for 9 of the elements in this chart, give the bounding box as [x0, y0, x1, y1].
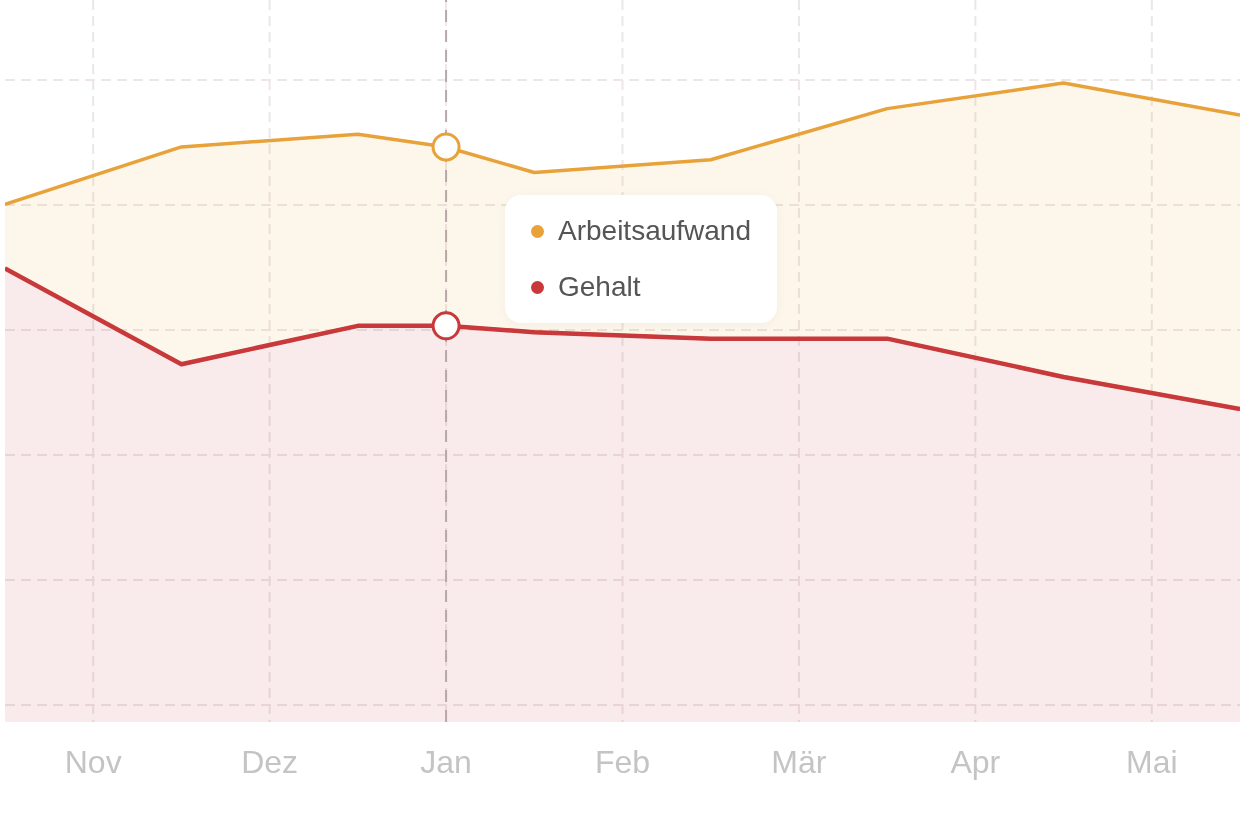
x-tick-label: Nov: [64, 743, 122, 780]
x-tick-label: Feb: [594, 743, 651, 780]
x-tick-label: Mai: [1126, 743, 1178, 780]
x-tick-label: Mär: [771, 743, 827, 780]
x-tick-label: Dez: [241, 743, 299, 780]
x-tick-label: Apr: [950, 743, 1001, 780]
legend-label: Gehalt: [558, 270, 641, 304]
legend-label: Arbeitsaufwand: [558, 214, 752, 248]
x-tick-label: Jan: [420, 743, 472, 780]
